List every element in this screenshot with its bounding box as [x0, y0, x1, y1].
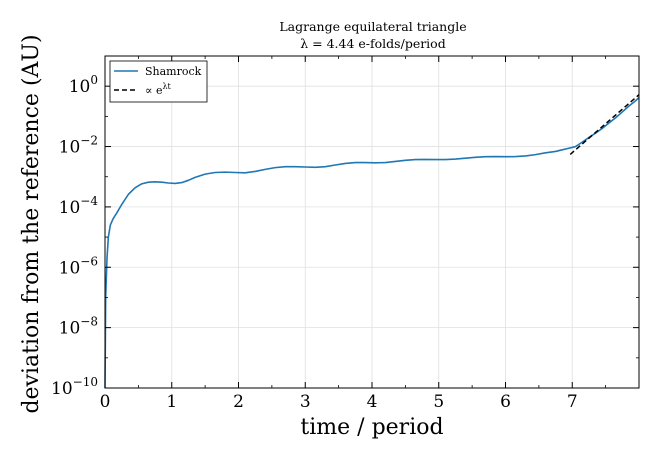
grid [104, 56, 639, 389]
y-tick-exponent: −6 [80, 254, 98, 268]
x-tick-label: 5 [433, 392, 444, 412]
ticks [104, 55, 639, 389]
legend-fit-base: ∝ e [145, 84, 162, 97]
y-tick-label: 10−6 [59, 254, 98, 278]
x-tick-label: 3 [300, 392, 311, 412]
y-tick-exponent: −10 [73, 375, 98, 389]
y-tick-exponent: 0 [90, 73, 98, 87]
y-tick-base: 10 [59, 198, 81, 218]
y-tick-base: 10 [59, 319, 81, 339]
y-tick-base: 10 [59, 258, 81, 278]
y-tick-label: 10−2 [59, 134, 98, 158]
series-line-shamrock [104, 96, 640, 389]
legend-fit-exponent: λt [162, 82, 171, 91]
y-tick-label: 10−4 [59, 194, 99, 218]
y-tick-label: 10−8 [59, 315, 98, 339]
y-tick-base: 10 [51, 379, 73, 399]
x-axis-label: time / period [300, 415, 443, 440]
x-tick-label: 0 [100, 392, 111, 412]
x-tick-label: 6 [500, 392, 511, 412]
y-tick-exponent: −2 [80, 134, 98, 148]
chart-title: Lagrange equilateral triangle [279, 19, 466, 34]
chart-subtitle: λ = 4.44 e-folds/period [300, 36, 445, 51]
x-tick-label: 2 [233, 392, 244, 412]
x-tick-label: 4 [367, 392, 378, 412]
legend-box [109, 60, 208, 103]
y-tick-exponent: −4 [80, 194, 98, 208]
series-group [104, 94, 640, 389]
y-axis-label: deviation from the reference (AU) [19, 34, 44, 413]
y-tick-label: 10−10 [51, 375, 98, 399]
x-tick-label: 1 [166, 392, 177, 412]
series-line-exponential-fit [569, 94, 640, 155]
y-tick-base: 10 [59, 138, 81, 158]
y-tick-base: 10 [69, 77, 91, 97]
legend: Shamrock ∝ eλt [109, 60, 208, 103]
y-tick-label: 100 [69, 73, 98, 97]
x-tick-label: 7 [567, 392, 578, 412]
legend-label-shamrock: Shamrock [145, 65, 202, 78]
y-tick-exponent: −8 [80, 315, 98, 329]
legend-label-exponential-fit: ∝ eλt [145, 82, 172, 97]
